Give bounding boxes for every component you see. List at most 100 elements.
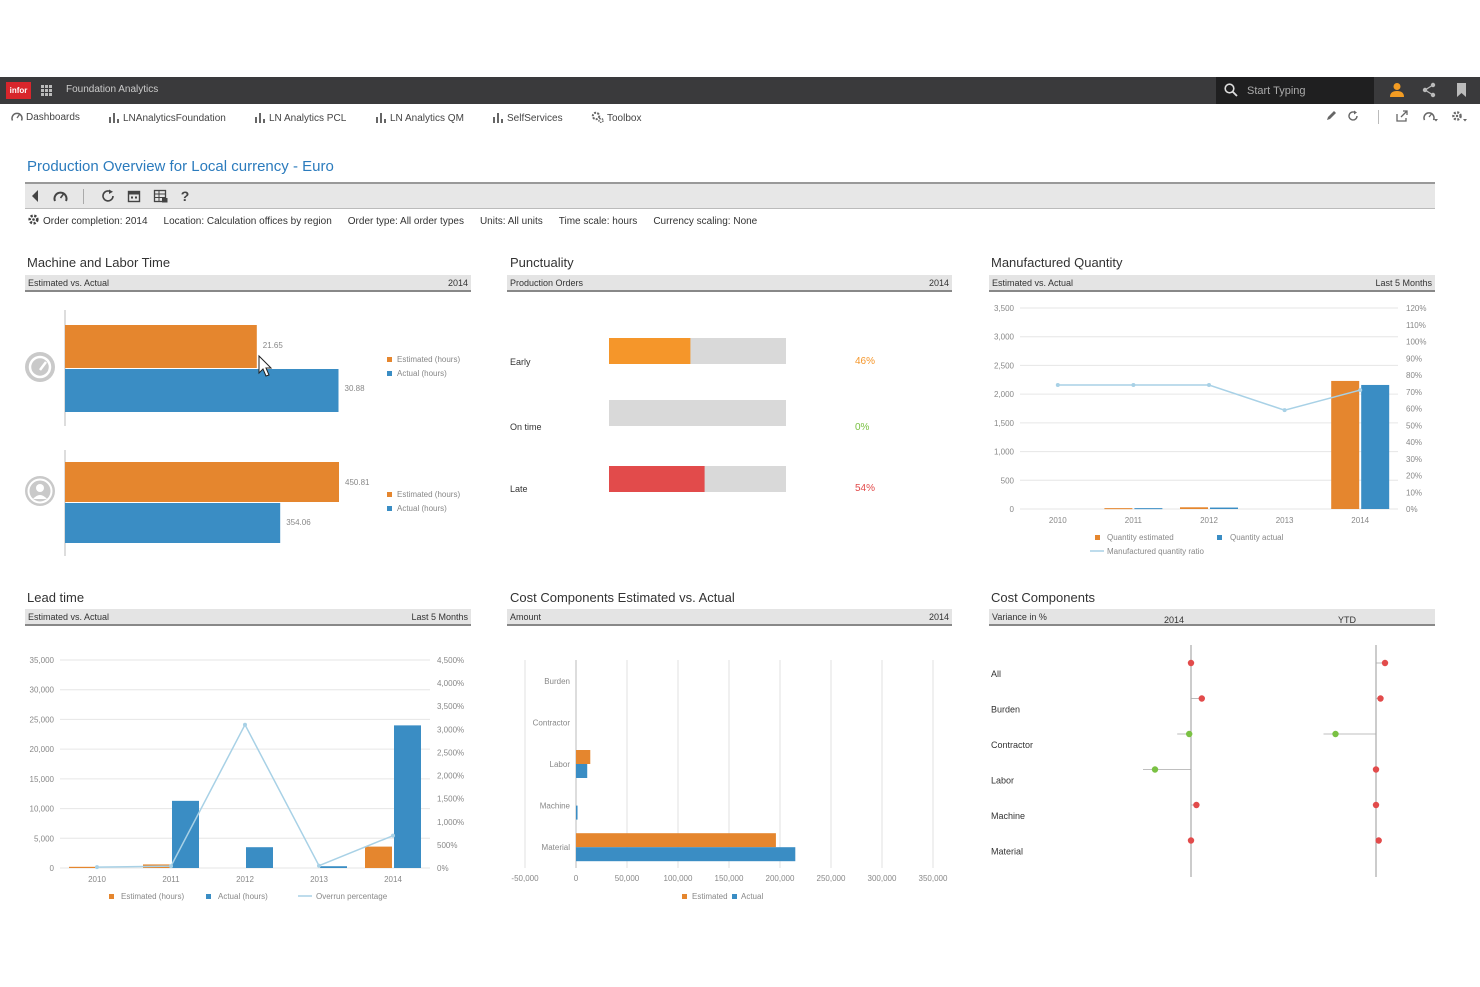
x-tick-label: 0 [574, 874, 579, 883]
x-tick-label: -50,000 [511, 874, 539, 883]
variance-dot [1332, 730, 1339, 738]
search-input[interactable]: Start Typing [1247, 85, 1306, 97]
category-label: Contractor [991, 740, 1033, 750]
user-icon[interactable] [1390, 82, 1404, 98]
cost-variance-col-2014: 2014 [1164, 615, 1185, 625]
machine-actual-bar [65, 369, 339, 412]
punctuality-header: Production Orders 2014 [507, 275, 952, 292]
y-tick-label: 0 [50, 864, 55, 873]
cost-variance-header: Variance in % 2014 YTD [989, 609, 1435, 626]
punctuality-bar [609, 466, 705, 492]
punctuality-row-late: Late 54% [510, 466, 875, 494]
filter-location[interactable]: Location: Calculation offices by region [163, 216, 332, 227]
punctuality-track [609, 400, 786, 426]
filter-currency-scaling[interactable]: Currency scaling: None [653, 216, 758, 227]
search-icon [1224, 83, 1238, 97]
share-icon[interactable] [1422, 82, 1436, 98]
refresh-icon[interactable] [101, 189, 115, 203]
punctuality-percent: 46% [855, 356, 875, 367]
bar-chart-icon [376, 113, 386, 123]
x-tick-label: 350,000 [919, 874, 948, 883]
table-export-icon[interactable] [153, 189, 168, 203]
legend-swatch-actual [206, 894, 211, 899]
cost-variance-col-ytd: YTD [1338, 615, 1356, 625]
dashboard-menu-icon[interactable] [1423, 110, 1438, 122]
variance-dot [1193, 801, 1200, 809]
punctuality-label: Early [510, 357, 531, 367]
dashboard-home-icon[interactable] [53, 189, 68, 203]
bar-chart-icon [109, 113, 119, 123]
app-grid-icon[interactable] [41, 85, 53, 97]
y2-tick-label: 70% [1406, 388, 1422, 397]
filter-settings-gear-icon[interactable] [27, 213, 40, 226]
x-tick-label: 2013 [1276, 516, 1294, 525]
lead-time-period: Last 5 Months [411, 612, 468, 622]
machine-labor-period: 2014 [447, 278, 468, 288]
nav-dashboards[interactable]: Dashboards [11, 111, 80, 123]
legend-swatch-estimated [109, 894, 114, 899]
settings-gear-icon[interactable] [1451, 110, 1467, 123]
variance-dot [1187, 659, 1195, 667]
person-icon [25, 476, 55, 506]
nav-ln-analytics-pcl[interactable]: LN Analytics PCL [254, 111, 346, 124]
labor-actual-value: 354.06 [286, 518, 311, 527]
filter-time-scale[interactable]: Time scale: hours [558, 216, 638, 227]
y-tick-label: 10,000 [30, 805, 55, 814]
lead-time-bar [246, 847, 273, 868]
help-icon[interactable]: ? [180, 189, 190, 203]
legend-swatch-quantity-estimated [1095, 535, 1100, 540]
nav-selfservices[interactable]: SelfServices [492, 111, 563, 124]
x-tick-label: 250,000 [817, 874, 846, 883]
punctuality-row-on-time: On time 0% [510, 400, 870, 433]
calendar-icon[interactable] [127, 189, 141, 203]
top-bar: infor Foundation Analytics Start Typing [0, 77, 1480, 104]
filter-order-completion[interactable]: Order completion: 2014 [43, 216, 148, 227]
y-tick-label: 2,500 [994, 361, 1015, 370]
nav-toolbox[interactable]: Toolbox [591, 111, 641, 124]
nav-ln-analytics-qm[interactable]: LN Analytics QM [375, 111, 464, 124]
overrun-point [317, 863, 321, 868]
y-tick-label: 3,500 [994, 304, 1015, 313]
machine-estimated-bar [65, 325, 257, 368]
lead-time-bar [394, 725, 421, 868]
nav-dashboards-label: Dashboards [26, 112, 80, 123]
manufactured-subtitle: Estimated vs. Actual [992, 278, 1074, 288]
machine-labor-header: Estimated vs. Actual 2014 [25, 275, 471, 292]
search-box[interactable]: Start Typing [1216, 77, 1374, 104]
legend-swatch-actual [387, 506, 392, 511]
labor-estimated-bar [65, 462, 339, 502]
punctuality-row-early: Early 46% [510, 338, 875, 367]
y2-tick-label: 3,500% [437, 702, 464, 711]
bookmark-icon[interactable] [1456, 82, 1467, 98]
ratio-line [1057, 384, 1361, 411]
quantity-bar [1134, 508, 1163, 510]
variance-dot [1198, 695, 1205, 702]
lead-time-bar [69, 866, 96, 868]
variance-dot [1377, 695, 1384, 702]
punctuality-title: Punctuality [510, 255, 574, 270]
lead-time-bar [365, 846, 392, 868]
y-tick-label: 30,000 [30, 686, 55, 695]
cost-bar [576, 833, 776, 848]
cost-bar [576, 764, 588, 778]
punctuality-subtitle: Production Orders [510, 278, 584, 288]
toolbar-separator [83, 189, 84, 204]
legend-swatch-estimated [387, 492, 392, 497]
punctuality-chart: Early 46% On time 0% Late 54% [510, 338, 875, 494]
refresh-icon[interactable] [1347, 110, 1359, 122]
back-arrow-icon[interactable] [30, 189, 40, 203]
category-label: Machine [540, 802, 571, 811]
bar-chart-icon [493, 113, 503, 123]
y2-tick-label: 110% [1406, 321, 1426, 330]
export-icon[interactable] [1396, 110, 1410, 122]
category-label: Machine [991, 811, 1025, 821]
edit-pencil-icon[interactable] [1325, 110, 1337, 122]
filter-order-type[interactable]: Order type: All order types [347, 216, 464, 227]
nav-lnanalyticsfoundation[interactable]: LNAnalyticsFoundation [108, 111, 226, 124]
ratio-point [1131, 383, 1136, 388]
manufactured-period: Last 5 Months [1375, 278, 1432, 288]
lead-time-chart: 0 5,000 10,000 15,000 20,000 25,000 30,000 35,0… [30, 656, 465, 901]
filter-units[interactable]: Units: All units [479, 216, 543, 227]
category-label: Labor [550, 760, 571, 769]
ratio-point [1282, 408, 1287, 413]
